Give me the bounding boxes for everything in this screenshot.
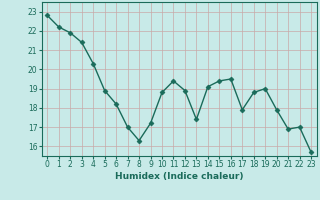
X-axis label: Humidex (Indice chaleur): Humidex (Indice chaleur) [115,172,244,181]
